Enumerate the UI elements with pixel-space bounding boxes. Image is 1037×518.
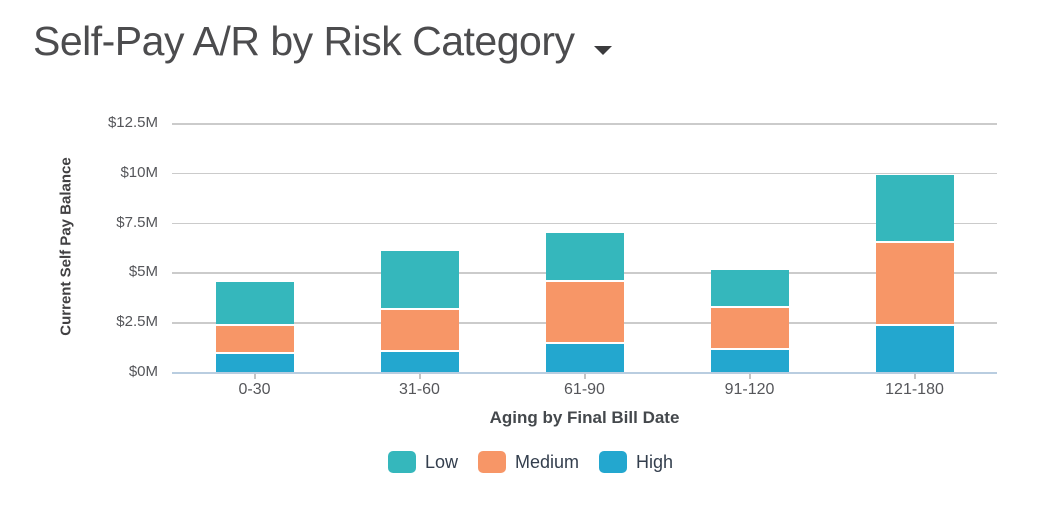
x-tick-label-31-60: 31-60: [399, 381, 440, 398]
x-tick-label-0-30: 0-30: [238, 381, 271, 398]
x-tickmark: [583, 374, 586, 379]
gridline: [172, 123, 997, 125]
bar-segment-low-31-60[interactable]: [380, 250, 459, 309]
gridline: [172, 222, 997, 225]
y-axis-tick-labels: $12.5M $10M $7.5M $5M $2.5M $0M: [0, 114, 158, 382]
bar-segment-medium-121-180[interactable]: [875, 240, 954, 325]
legend-label: Low: [424, 451, 458, 472]
legend-label: High: [636, 451, 674, 472]
y-tick-label: $7.5M: [116, 213, 158, 231]
legend: Low Medium High: [0, 451, 1037, 473]
x-axis-line: [172, 372, 997, 374]
x-tickmark: [253, 374, 256, 379]
chart-header: Self-Pay A/R by Risk Category: [33, 18, 613, 65]
legend-swatch-low: [387, 451, 416, 473]
legend-item-high[interactable]: High: [599, 451, 673, 473]
chart-title: Self-Pay A/R by Risk Category: [33, 18, 575, 64]
bar-segment-high-121-180[interactable]: [875, 324, 954, 372]
bar-121-180: [875, 174, 954, 372]
bar-0-30: [215, 282, 294, 372]
bar-segment-high-31-60[interactable]: [380, 350, 459, 372]
bar-31-60: [380, 250, 459, 372]
y-tick-label: $10M: [120, 163, 158, 181]
bar-91-120: [710, 270, 789, 372]
bar-segment-medium-0-30[interactable]: [215, 324, 294, 353]
bar-segment-high-61-90[interactable]: [545, 342, 624, 372]
x-tick-label-91-120: 91-120: [724, 381, 775, 398]
bar-segment-low-0-30[interactable]: [215, 282, 294, 325]
y-tick-label: $0M: [128, 363, 158, 380]
legend-item-low[interactable]: Low: [387, 451, 458, 473]
bar-segment-low-91-120[interactable]: [710, 270, 789, 307]
gridline: [172, 172, 997, 175]
x-tickmark: [748, 374, 751, 379]
bar-segment-low-121-180[interactable]: [875, 174, 954, 241]
x-tick-label-121-180: 121-180: [885, 381, 944, 398]
legend-swatch-medium: [477, 451, 506, 473]
x-tickmark: [418, 374, 421, 379]
bar-segment-medium-91-120[interactable]: [710, 306, 789, 349]
bar-segment-medium-61-90[interactable]: [545, 280, 624, 343]
x-tick-label-61-90: 61-90: [564, 381, 605, 398]
bar-segment-low-61-90[interactable]: [545, 232, 624, 281]
y-tick-label: $2.5M: [116, 313, 158, 331]
plot-area: 0-30 31-60 61-90 91-120 121-180: [172, 123, 997, 398]
y-tick-label: $12.5M: [107, 114, 158, 131]
x-tickmark: [913, 374, 916, 379]
bar-segment-medium-31-60[interactable]: [380, 308, 459, 351]
chevron-down-icon[interactable]: [594, 46, 613, 55]
bar-61-90: [545, 232, 624, 372]
y-tick-label: $5M: [128, 263, 158, 281]
bar-segment-high-0-30[interactable]: [215, 352, 294, 372]
legend-item-medium[interactable]: Medium: [477, 451, 580, 473]
legend-label: Medium: [514, 451, 580, 472]
x-axis-title: Aging by Final Bill Date: [489, 408, 680, 427]
legend-swatch-high: [599, 451, 628, 473]
bar-segment-high-91-120[interactable]: [710, 348, 789, 372]
